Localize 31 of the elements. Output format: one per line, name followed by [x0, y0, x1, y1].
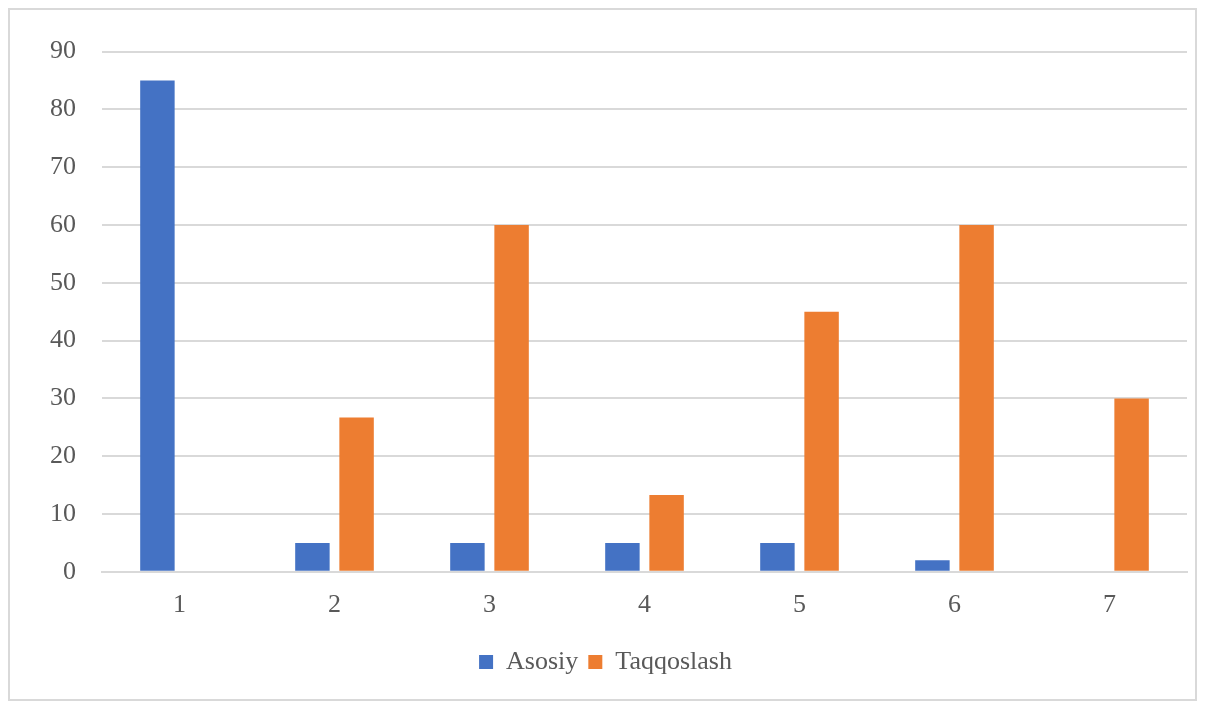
x-tick-label: 3	[483, 589, 496, 619]
legend-label: Asosiy	[506, 645, 579, 675]
x-tick-label: 5	[793, 589, 806, 619]
bar	[804, 311, 839, 571]
y-tick-label: 10	[50, 497, 76, 527]
legend-label: Taqqoslash	[615, 645, 732, 675]
x-tick-label: 7	[1103, 589, 1116, 619]
y-tick-label: 60	[50, 208, 76, 238]
y-tick-label: 40	[50, 324, 76, 354]
bar	[1114, 398, 1149, 571]
y-tick-label: 80	[50, 93, 76, 123]
x-tick-label: 6	[948, 589, 961, 619]
y-tick-label: 50	[50, 266, 76, 296]
bar	[140, 80, 175, 571]
y-tick-label: 0	[63, 555, 76, 585]
bar	[494, 225, 529, 571]
y-tick-label: 70	[50, 151, 76, 181]
bar	[649, 494, 684, 571]
bar	[760, 542, 795, 571]
bar	[915, 560, 950, 571]
y-tick-label: 30	[50, 382, 76, 412]
x-tick-label: 2	[328, 589, 341, 619]
x-tick-label: 4	[638, 589, 651, 619]
x-tick-label: 1	[173, 589, 186, 619]
bar	[605, 542, 640, 571]
bar	[959, 225, 994, 571]
y-tick-label: 90	[50, 35, 76, 65]
bar	[450, 542, 485, 571]
y-tick-label: 20	[50, 440, 76, 470]
bar	[295, 542, 330, 571]
bar	[339, 417, 374, 571]
